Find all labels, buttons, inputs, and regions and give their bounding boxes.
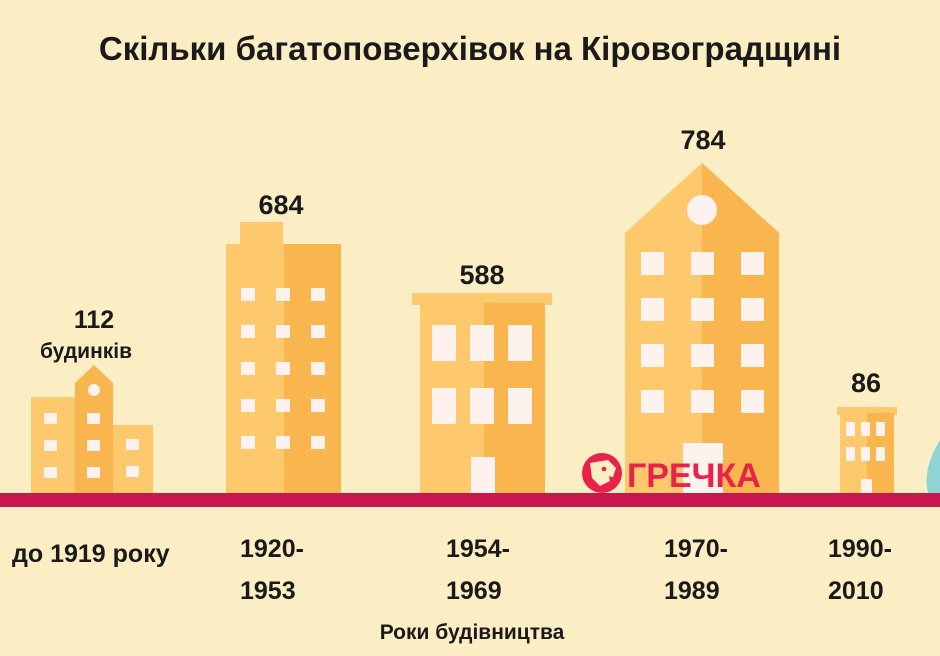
- window: [741, 344, 764, 367]
- window: [508, 325, 532, 361]
- window: [876, 447, 885, 461]
- door: [683, 443, 723, 493]
- window: [44, 467, 57, 478]
- window: [508, 388, 532, 424]
- bar-value-label: 684: [258, 190, 303, 220]
- bar-roof-block: [240, 222, 283, 246]
- window: [741, 252, 764, 275]
- window: [641, 344, 664, 367]
- window: [311, 288, 325, 301]
- window: [87, 467, 100, 478]
- window: [846, 447, 855, 461]
- window: [44, 440, 57, 451]
- ground-line: [0, 493, 940, 507]
- window: [691, 390, 714, 413]
- window: [276, 399, 290, 412]
- window: [87, 440, 100, 451]
- brand-name: ГРЕЧКА: [627, 457, 761, 495]
- window: [241, 325, 255, 338]
- building-bar-4: [837, 407, 897, 493]
- window: [276, 288, 290, 301]
- window: [432, 325, 456, 361]
- window: [241, 288, 255, 301]
- bar-roof: [412, 293, 552, 305]
- category-label: 2010: [828, 577, 884, 605]
- category-label: 1970-: [664, 535, 728, 563]
- category-label: 1990-: [828, 535, 892, 563]
- window: [44, 413, 57, 424]
- window: [641, 252, 664, 275]
- door: [471, 457, 495, 493]
- tower-window: [88, 384, 100, 396]
- category-label: 1989: [664, 577, 720, 605]
- window: [276, 325, 290, 338]
- building-bar-1: [226, 222, 341, 493]
- window: [741, 390, 764, 413]
- window: [741, 298, 764, 321]
- door: [861, 479, 872, 493]
- window: [691, 298, 714, 321]
- x-axis-label: Роки будівництва: [380, 621, 565, 644]
- window: [311, 325, 325, 338]
- buildings-layer: 112 будинків 684 588 784 86: [31, 125, 897, 493]
- category-label: 1920-: [240, 535, 304, 563]
- brand-logo: ГРЕЧКА: [582, 453, 761, 495]
- window: [641, 390, 664, 413]
- category-label: 1969: [446, 577, 502, 605]
- window: [241, 362, 255, 375]
- building-bar-3: [625, 163, 779, 493]
- chart-title: Скільки багатоповерхівок на Кіровоградщи…: [99, 30, 841, 67]
- bar-value-label: 588: [459, 260, 504, 290]
- window: [276, 436, 290, 449]
- category-labels: до 1919 року 1920- 1953 1954- 1969 1970- 1989 1…: [12, 535, 892, 605]
- window: [691, 252, 714, 275]
- window: [432, 388, 456, 424]
- building-bar-0: [31, 365, 153, 493]
- window: [470, 325, 494, 361]
- window: [861, 447, 870, 461]
- window: [241, 436, 255, 449]
- category-label: 1954-: [446, 535, 510, 563]
- bar-unit-label: будинків: [40, 340, 132, 363]
- window: [641, 298, 664, 321]
- window: [470, 388, 494, 424]
- bar-tower: [75, 365, 113, 493]
- window: [311, 399, 325, 412]
- side-decoration-icon: [926, 440, 940, 493]
- bar-wing-right: [113, 425, 153, 493]
- window: [126, 439, 139, 450]
- window: [311, 436, 325, 449]
- category-label: 1953: [240, 577, 296, 605]
- bar-value-label: 784: [680, 125, 725, 155]
- window: [87, 413, 100, 424]
- window: [861, 422, 870, 436]
- dog-icon: [582, 453, 622, 493]
- window: [876, 422, 885, 436]
- category-label: до 1919 року: [12, 540, 170, 568]
- bar-roof: [837, 407, 897, 415]
- bar-value-label: 112: [74, 306, 114, 334]
- window: [241, 399, 255, 412]
- building-bar-2: [412, 293, 552, 493]
- window: [126, 466, 139, 477]
- window: [691, 344, 714, 367]
- window: [311, 362, 325, 375]
- window: [846, 422, 855, 436]
- window: [276, 362, 290, 375]
- tower-window: [687, 195, 717, 225]
- bar-value-label: 86: [851, 368, 881, 398]
